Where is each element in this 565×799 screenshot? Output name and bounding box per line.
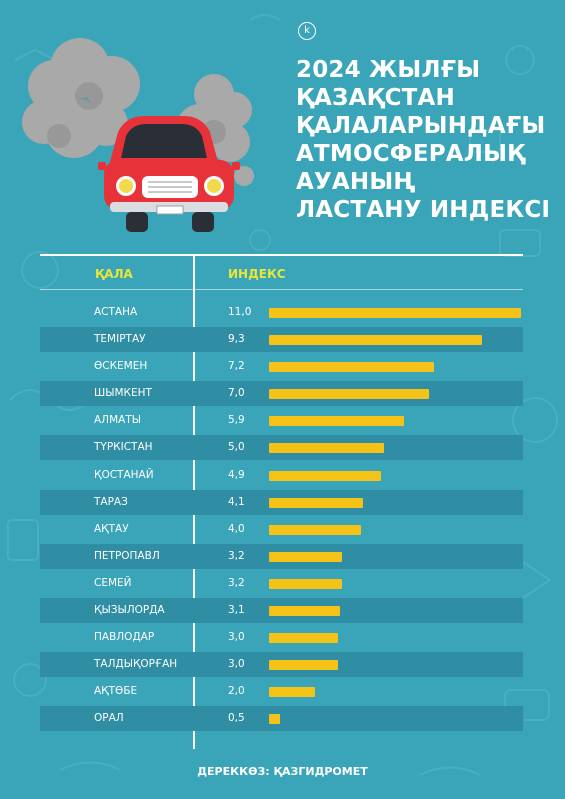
- title-line: 2024 ЖЫЛҒЫ: [296, 57, 481, 83]
- index-bar: [269, 470, 382, 481]
- index-bar: [269, 687, 315, 698]
- index-bar: [269, 660, 338, 671]
- car-icon: [98, 116, 240, 232]
- index-value-label: 0,5: [228, 712, 245, 725]
- index-bar: [269, 362, 434, 373]
- index-value-label: 7,2: [228, 360, 245, 373]
- index-value-label: 3,2: [228, 576, 245, 589]
- index-value-label: 3,0: [228, 658, 245, 671]
- table-row: АҚТАУ 4,0: [40, 516, 523, 543]
- table-row: ТҮРКІСТАН 5,0: [40, 434, 523, 461]
- title-line: ҚАЛАЛАРЫНДАҒЫ: [296, 113, 546, 139]
- title-line: ҚАЗАҚСТАН: [296, 85, 456, 111]
- index-bar: [269, 335, 483, 346]
- city-label: ТАРАЗ: [94, 495, 128, 508]
- index-value-label: 5,9: [228, 414, 245, 427]
- table-row: ӨСКЕМЕН 7,2: [40, 353, 523, 380]
- page-title: 2024 ЖЫЛҒЫ ҚАЗАҚСТАН ҚАЛАЛАРЫНДАҒЫ АТМОС…: [296, 56, 556, 224]
- index-value-label: 11,0: [228, 306, 252, 318]
- bar-chart-rows: АСТАНА 11,0 ТЕМІРТАУ 9,3 ӨСКЕМЕН 7,2 ШЫМКЕНТ 7,…: [40, 299, 523, 733]
- smoking-car-illustration: [22, 38, 254, 232]
- index-value-label: 4,1: [228, 495, 245, 508]
- index-value-label: 4,9: [228, 468, 245, 481]
- city-label: АЛМАТЫ: [94, 414, 141, 427]
- logo-letter: k: [304, 25, 310, 36]
- title-line: АУАНЫҢ: [296, 169, 416, 195]
- index-bar: [269, 578, 343, 589]
- title-line: АТМОСФЕРАЛЫҚ: [296, 141, 526, 167]
- index-bar: [269, 633, 338, 644]
- index-value-label: 5,0: [228, 441, 245, 454]
- table-row: ҚОСТАНАЙ 4,9: [40, 462, 523, 489]
- index-bar: [269, 551, 343, 562]
- column-header-city: ҚАЛА: [95, 267, 133, 281]
- index-value-label: 3,1: [228, 604, 245, 617]
- header-rule: [40, 289, 523, 290]
- city-label: ШЫМКЕНТ: [94, 387, 152, 400]
- city-label: ТАЛДЫҚОРҒАН: [94, 658, 178, 671]
- table-row: ТАРАЗ 4,1: [40, 489, 523, 516]
- source-note: ДЕРЕККӨЗ: ҚАЗГИДРОМЕТ: [197, 765, 368, 778]
- city-label: АҚТӨБЕ: [94, 685, 138, 698]
- index-value-label: 9,3: [228, 333, 245, 346]
- city-label: АСТАНА: [94, 306, 138, 318]
- index-value-label: 3,0: [228, 631, 245, 644]
- index-bar: [269, 389, 430, 400]
- city-label: ПЕТРОПАВЛ: [94, 549, 160, 562]
- table-row: ТЕМІРТАУ 9,3: [40, 326, 523, 353]
- table-row: СЕМЕЙ 3,2: [40, 570, 523, 597]
- table-row: ПАВЛОДАР 3,0: [40, 624, 523, 651]
- table-row: ПЕТРОПАВЛ 3,2: [40, 543, 523, 570]
- table-top-rule: [40, 254, 523, 256]
- logo-icon: k: [298, 22, 316, 40]
- city-label: ӨСКЕМЕН: [94, 360, 148, 373]
- index-bar: [269, 497, 363, 508]
- table-row: АСТАНА 11,0: [40, 299, 523, 326]
- index-bar: [269, 606, 341, 617]
- table-row: ТАЛДЫҚОРҒАН 3,0: [40, 651, 523, 678]
- index-bar: [269, 714, 281, 725]
- index-value-label: 7,0: [228, 387, 245, 400]
- table-row: ОРАЛ 0,5: [40, 705, 523, 732]
- city-label: ҚЫЗЫЛОРДА: [94, 604, 165, 617]
- index-value-label: 3,2: [228, 549, 245, 562]
- city-label: ТҮРКІСТАН: [94, 441, 153, 454]
- index-bar: [269, 308, 521, 318]
- table-row: АҚТӨБЕ 2,0: [40, 678, 523, 705]
- city-label: ОРАЛ: [94, 712, 124, 725]
- index-bar: [269, 524, 361, 535]
- city-label: СЕМЕЙ: [94, 576, 132, 589]
- city-label: АҚТАУ: [94, 522, 129, 535]
- index-value-label: 4,0: [228, 522, 245, 535]
- column-header-index: ИНДЕКС: [228, 267, 286, 281]
- city-label: ҚОСТАНАЙ: [94, 468, 154, 481]
- table-row: ҚЫЗЫЛОРДА 3,1: [40, 597, 523, 624]
- city-label: ТЕМІРТАУ: [94, 333, 146, 346]
- index-bar: [269, 443, 384, 454]
- row-band: [40, 706, 523, 732]
- index-bar: [269, 416, 405, 427]
- table-row: АЛМАТЫ 5,9: [40, 407, 523, 434]
- title-line: ЛАСТАНУ ИНДЕКСІ: [296, 197, 551, 223]
- table-row: ШЫМКЕНТ 7,0: [40, 380, 523, 407]
- index-value-label: 2,0: [228, 685, 245, 698]
- city-label: ПАВЛОДАР: [94, 631, 155, 644]
